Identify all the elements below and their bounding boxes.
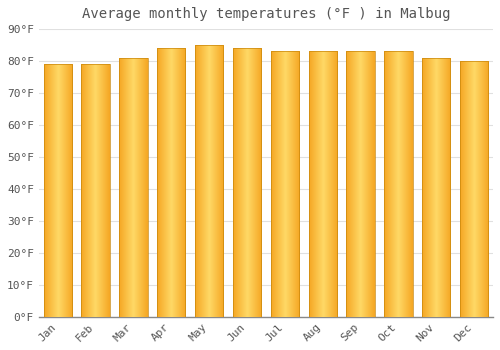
Bar [346,51,375,317]
Title: Average monthly temperatures (°F ) in Malbug: Average monthly temperatures (°F ) in Ma… [82,7,450,21]
Bar [460,61,488,317]
Bar [308,51,337,317]
Bar [384,51,412,317]
Bar [157,48,186,317]
Bar [195,45,224,317]
Bar [270,51,299,317]
Bar [44,64,72,317]
Bar [233,48,261,317]
Bar [422,58,450,317]
Bar [119,58,148,317]
Bar [82,64,110,317]
